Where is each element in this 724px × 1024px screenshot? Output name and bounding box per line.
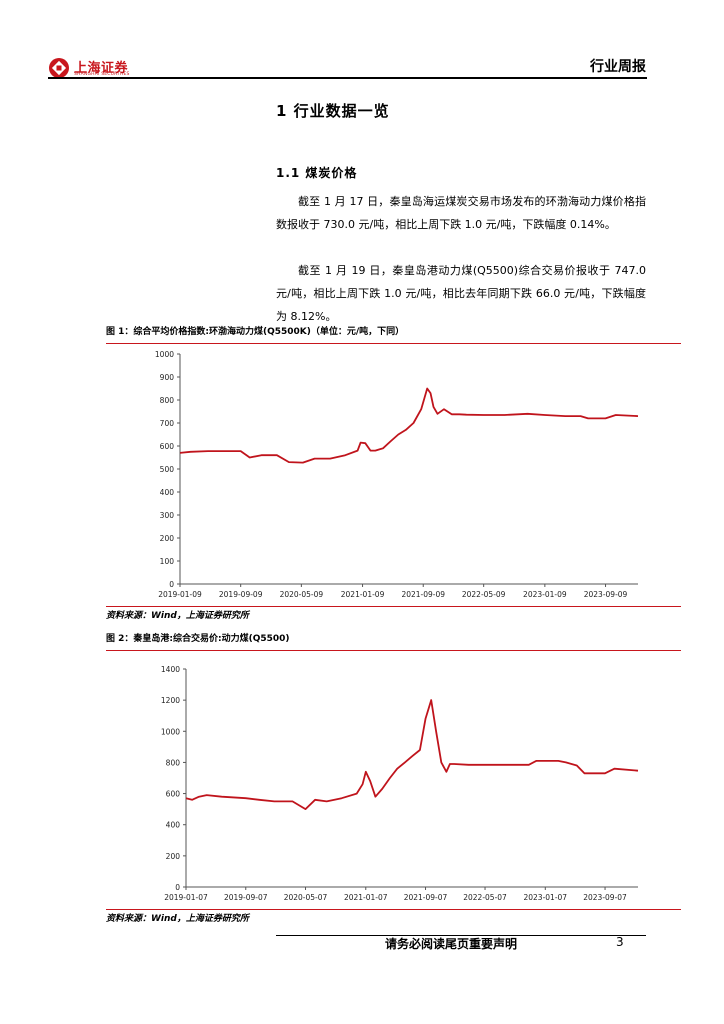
- y-tick-label: 900: [160, 373, 175, 382]
- figure-2-source: 资料来源：Wind，上海证券研究所: [106, 914, 249, 924]
- figure-1-top-rule: [106, 343, 681, 344]
- x-tick-label: 2023-09-07: [583, 893, 627, 902]
- paragraph-qhd-price: 截至 1 月 19 日，秦皇岛港动力煤(Q5500)综合交易价报收于 747.0…: [276, 259, 646, 328]
- figure-1-title: 图 1：综合平均价格指数:环渤海动力煤(Q5500K)（单位：元/吨，下同）: [106, 327, 405, 337]
- paragraph-coal-index: 截至 1 月 17 日，秦皇岛海运煤炭交易市场发布的环渤海动力煤价格指数报收于 …: [276, 190, 646, 236]
- footer-disclaimer: 请务必阅读尾页重要声明: [384, 937, 517, 951]
- y-tick-label: 400: [166, 821, 181, 830]
- report-type-label: 行业周报: [590, 59, 646, 75]
- x-tick-label: 2019-01-07: [164, 893, 208, 902]
- y-tick-label: 1000: [161, 727, 180, 736]
- section-subtitle: 1.1 煤炭价格: [276, 166, 358, 180]
- paragraph-text: 截至 1 月 19 日，秦皇岛港动力煤(Q5500)综合交易价报收于 747.0…: [276, 264, 646, 323]
- x-tick-label: 2019-01-09: [158, 590, 202, 599]
- y-tick-label: 300: [160, 511, 175, 520]
- footer-divider: [276, 935, 646, 936]
- figure-1-bottom-rule: [106, 606, 681, 607]
- company-logo-icon: [49, 58, 69, 78]
- price-series-line: [185, 699, 639, 811]
- y-tick-label: 200: [160, 534, 175, 543]
- y-tick-label: 1200: [161, 696, 180, 705]
- x-tick-label: 2023-01-09: [523, 590, 567, 599]
- y-tick-label: 200: [166, 852, 181, 861]
- x-tick-label: 2023-09-09: [584, 590, 628, 599]
- figure-2-bottom-rule: [106, 909, 681, 910]
- logo-text-cn: 上海证券: [74, 61, 129, 76]
- y-tick-label: 1000: [155, 350, 174, 359]
- y-tick-label: 800: [166, 758, 181, 767]
- x-tick-label: 2021-09-09: [401, 590, 445, 599]
- x-tick-label: 2019-09-09: [219, 590, 263, 599]
- header-divider: [48, 77, 647, 79]
- x-tick-label: 2022-05-07: [463, 893, 507, 902]
- y-tick-label: 1400: [161, 665, 180, 674]
- y-tick-label: 600: [160, 442, 175, 451]
- x-tick-label: 2022-05-09: [462, 590, 506, 599]
- figure-2-top-rule: [106, 650, 681, 651]
- y-tick-label: 500: [160, 465, 175, 474]
- figure-2-title: 图 2：秦皇岛港:综合交易价:动力煤(Q5500): [106, 634, 290, 644]
- y-tick-label: 800: [160, 396, 175, 405]
- x-tick-label: 2021-09-07: [404, 893, 448, 902]
- x-tick-label: 2021-01-09: [341, 590, 385, 599]
- x-tick-label: 2020-05-09: [280, 590, 324, 599]
- figure-1-chart: 0 100 200 300 400 500 600 700 800 900 1000 2019-01-…: [155, 350, 639, 599]
- y-tick-label: 700: [160, 419, 175, 428]
- x-tick-label: 2019-09-07: [224, 893, 268, 902]
- paragraph-text: 截至 1 月 17 日，秦皇岛海运煤炭交易市场发布的环渤海动力煤价格指数报收于 …: [276, 195, 646, 231]
- logo-text-en: SHANGHAI SECURITIES: [74, 72, 130, 77]
- figure-2-chart: 0 200 400 600 800 1000 1200 1400 2019-01-07 2019-…: [161, 665, 639, 902]
- company-logo: 上海证券 SHANGHAI SECURITIES: [48, 56, 148, 82]
- y-tick-label: 400: [160, 488, 175, 497]
- y-tick-label: 0: [169, 580, 174, 589]
- x-tick-label: 2021-01-07: [344, 893, 388, 902]
- y-tick-label: 600: [166, 790, 181, 799]
- page-number: 3: [616, 935, 624, 949]
- y-tick-label: 0: [175, 883, 180, 892]
- figure-1-source: 资料来源：Wind，上海证券研究所: [106, 611, 249, 621]
- x-tick-label: 2020-05-07: [284, 893, 328, 902]
- price-series-line: [179, 387, 639, 464]
- y-tick-label: 100: [160, 557, 175, 566]
- section-title: 1 行业数据一览: [276, 102, 390, 120]
- x-tick-label: 2023-01-07: [523, 893, 567, 902]
